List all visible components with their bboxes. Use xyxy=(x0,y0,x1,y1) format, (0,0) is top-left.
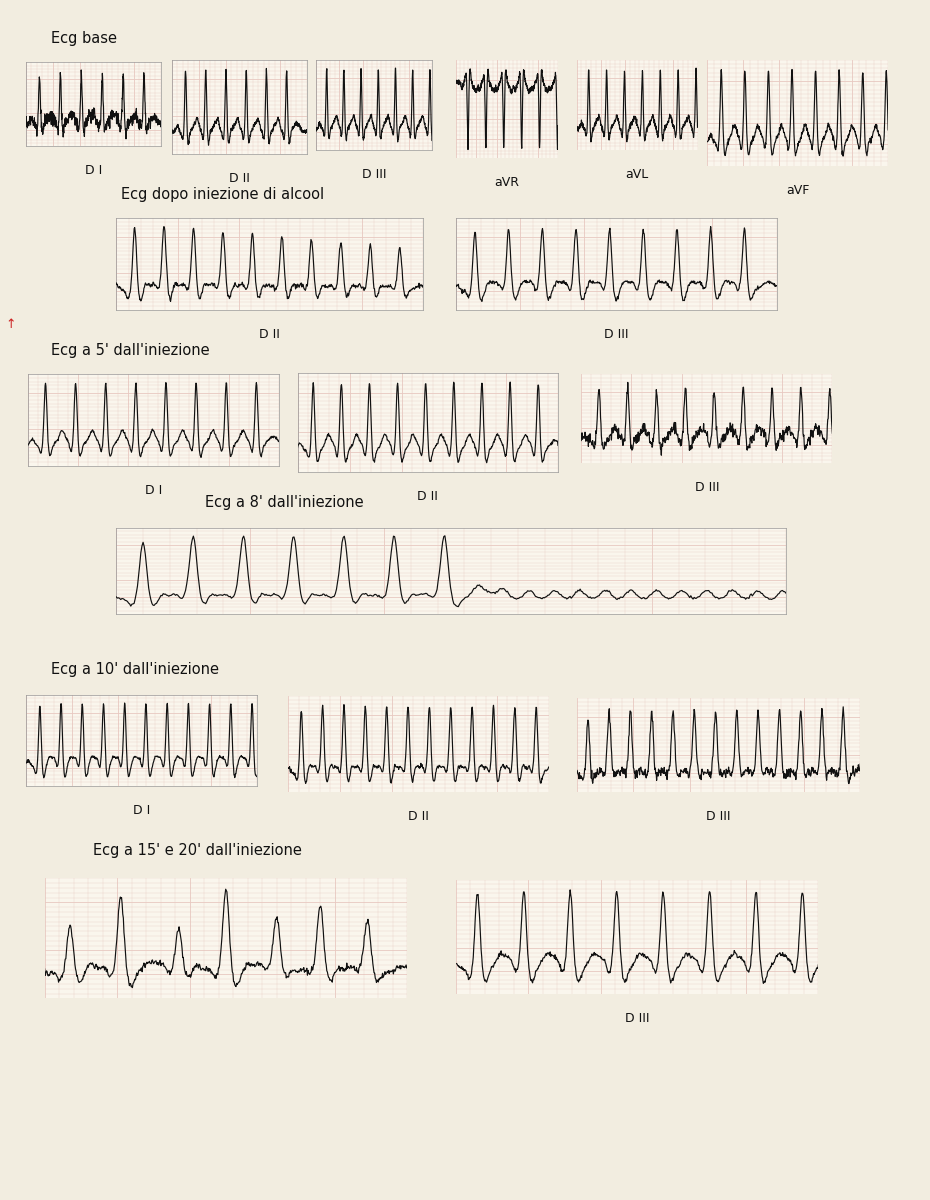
Text: Ecg base: Ecg base xyxy=(51,31,117,46)
Text: D II: D II xyxy=(418,490,438,503)
Text: D II: D II xyxy=(259,328,280,341)
Text: aVR: aVR xyxy=(495,176,519,190)
Text: Ecg a 10' dall'iniezione: Ecg a 10' dall'iniezione xyxy=(51,661,219,677)
Text: D I: D I xyxy=(145,484,162,497)
Text: D III: D III xyxy=(695,481,719,494)
Text: Ecg a 8' dall'iniezione: Ecg a 8' dall'iniezione xyxy=(205,494,364,510)
Text: aVL: aVL xyxy=(626,168,649,181)
Text: Ecg a 15' e 20' dall'iniezione: Ecg a 15' e 20' dall'iniezione xyxy=(93,842,302,858)
Text: D III: D III xyxy=(706,810,731,823)
Text: D III: D III xyxy=(625,1012,649,1025)
Text: D III: D III xyxy=(604,328,629,341)
Text: aVF: aVF xyxy=(786,184,809,197)
Text: D III: D III xyxy=(362,168,387,181)
Text: ↑: ↑ xyxy=(6,318,17,330)
Text: D I: D I xyxy=(85,164,102,178)
Text: Ecg a 5' dall'iniezione: Ecg a 5' dall'iniezione xyxy=(51,343,210,358)
Text: D I: D I xyxy=(133,804,150,817)
Text: Ecg dopo iniezione di alcool: Ecg dopo iniezione di alcool xyxy=(121,186,324,202)
Text: D II: D II xyxy=(229,172,250,185)
Text: D II: D II xyxy=(408,810,429,823)
